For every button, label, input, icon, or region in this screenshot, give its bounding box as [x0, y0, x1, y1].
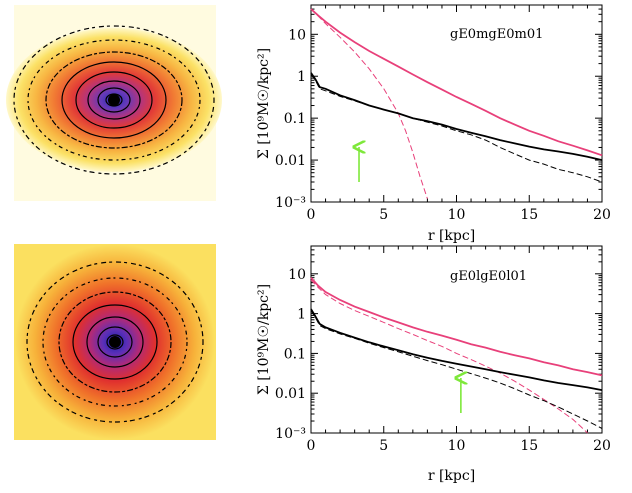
x-axis-label: r [kpc]: [428, 228, 475, 244]
profile-plot-top: 0 5 10 15 20 10 1 0.1 0.01 10⁻³ r [kpc] Σ [10⁹M☉/kp…: [256, 4, 611, 244]
series-magenta-dashed: [310, 279, 588, 434]
x-tick-label: 20: [593, 438, 611, 454]
series-magenta-solid: [310, 277, 603, 377]
series-black-solid: [310, 308, 603, 391]
y-tick-label: 1: [297, 69, 306, 85]
galaxy-map-top-contours: [13, 25, 215, 175]
y-axis-label: Σ [10⁹M☉/kpc²]: [256, 284, 272, 395]
y-tick-label: 0.01: [275, 153, 306, 169]
y-axis-label: Σ [10⁹M☉/kpc²]: [256, 48, 272, 159]
y-tick-label: 10: [288, 27, 306, 43]
model-label: gE0mgE0m01: [450, 27, 543, 42]
galaxy-map-bottom-core: [109, 336, 121, 348]
profile-plot-bottom: 0 5 10 15 20 10 1 0.1 0.01 10⁻³ r [kpc] Σ [10⁹M☉/kp…: [256, 245, 611, 484]
galaxy-map-bottom: [14, 244, 216, 440]
x-tick-label: 5: [379, 207, 388, 223]
x-axis-label: r [kpc]: [428, 468, 475, 484]
x-tick-label: 0: [307, 207, 316, 223]
x-tick-label: 10: [448, 438, 466, 454]
series-black-dashed: [310, 74, 603, 183]
series-magenta-solid: [310, 8, 603, 157]
y-tick-label: 0.1: [284, 111, 306, 127]
x-tick-label: 0: [307, 438, 316, 454]
y-tick-label: 10⁻³: [275, 426, 306, 442]
x-tick-label: 15: [520, 438, 538, 454]
x-tick-label: 5: [379, 438, 388, 454]
x-tick-label: 20: [593, 207, 611, 223]
x-tick-label: 10: [448, 207, 466, 223]
y-tick-label: 10: [288, 267, 306, 283]
galaxy-map-bottom-contours: [26, 261, 204, 423]
series-black-solid: [310, 72, 603, 161]
series-black-dashed: [310, 310, 603, 429]
y-tick-label: 10⁻³: [275, 195, 306, 211]
y-tick-label: 1: [297, 307, 306, 323]
galaxy-map-top: [6, 5, 222, 201]
galaxy-map-top-core: [108, 94, 120, 106]
x-tick-label: 15: [520, 207, 538, 223]
model-label: gE0lgE0l01: [450, 269, 527, 284]
series-magenta-dashed: [310, 8, 428, 199]
y-tick-label: 0.1: [284, 346, 306, 362]
y-tick-label: 0.01: [275, 386, 306, 402]
